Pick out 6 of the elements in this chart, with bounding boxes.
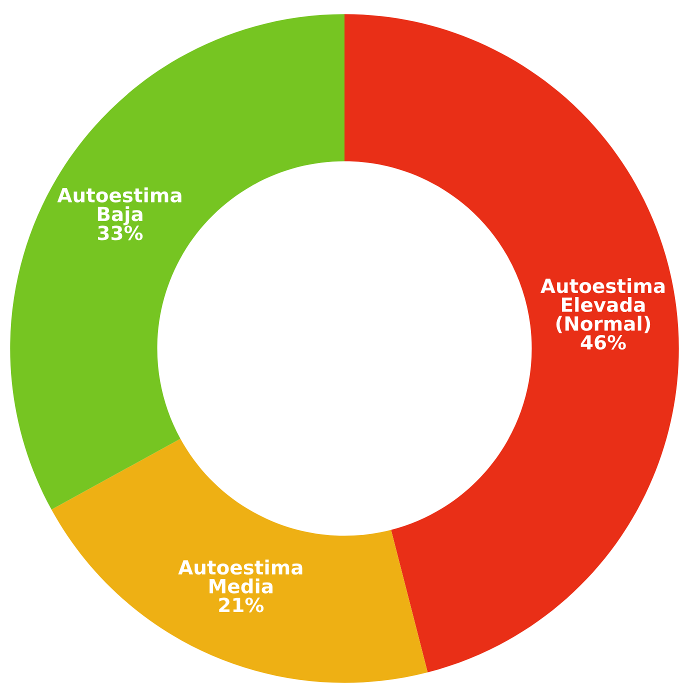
slice-label: Autoestima Media (178, 560, 302, 594)
data-label: 21% (219, 598, 264, 612)
slice-label: Autoestima Elevada (Normal) (540, 278, 665, 334)
data-label: 46% (580, 334, 626, 350)
slice-label: Autoestima Baja (57, 187, 182, 226)
data-label: 33% (98, 226, 143, 240)
